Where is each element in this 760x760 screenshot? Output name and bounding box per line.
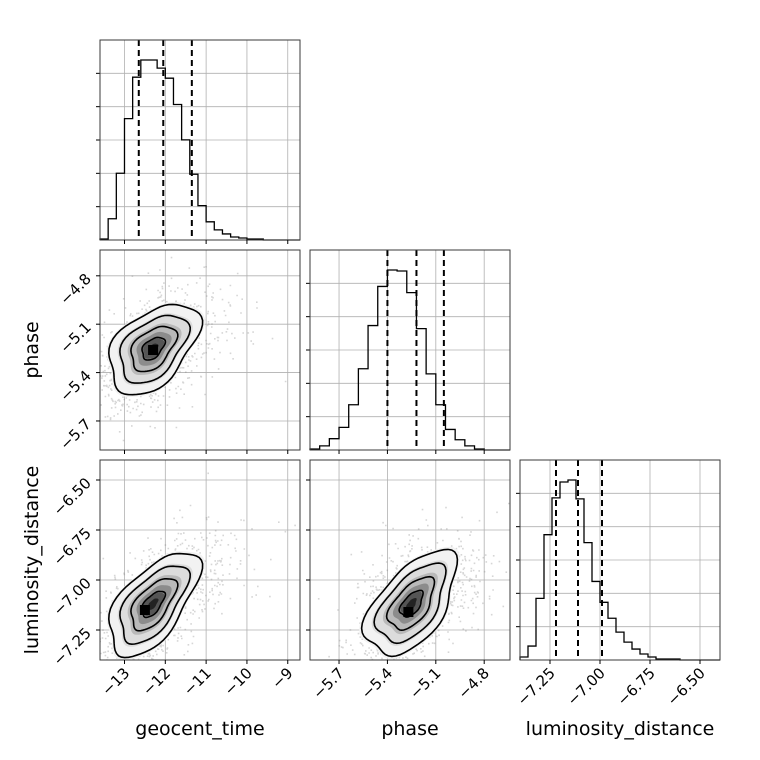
panel-frame (309, 459, 511, 661)
scatter-density (100, 256, 287, 442)
panel-frame (519, 459, 721, 661)
x-tick-label-phase: −5.4 (358, 664, 396, 702)
contour-line-0 (107, 303, 204, 396)
x-tick-label-geocent_time: −13 (98, 664, 133, 699)
density-level-5 (148, 598, 159, 610)
y-tick-label-phase: −5.1 (56, 318, 94, 356)
contour-line-0 (107, 552, 204, 659)
panel-1-0 (99, 249, 301, 451)
y-tick-label-luminosity_distance: −6.50 (50, 474, 95, 519)
x-tick-label-phase: −5.1 (406, 664, 444, 702)
histogram-step-phase (309, 269, 510, 451)
y-axis-title-phase: phase (21, 321, 43, 378)
x-tick-label-geocent_time: −9 (268, 664, 296, 692)
contour-line-3 (141, 590, 167, 619)
contour-line-2 (385, 575, 436, 632)
scatter-density (317, 502, 510, 660)
x-tick-label-luminosity_distance: −7.00 (564, 664, 609, 709)
panel-frame (309, 249, 511, 451)
x-axis-title-luminosity_distance: luminosity_distance (526, 718, 715, 740)
x-tick-label-luminosity_distance: −6.50 (664, 664, 709, 709)
contour-line-3 (398, 589, 424, 618)
y-tick-label-phase: −4.8 (56, 270, 94, 308)
histogram-step-luminosity_distance (519, 479, 720, 661)
panel-frame (99, 249, 301, 451)
contour-line-2 (130, 325, 179, 373)
x-tick-label-geocent_time: −10 (221, 664, 256, 699)
panel-2-2 (516, 459, 721, 661)
contour-line-1 (119, 565, 192, 646)
density-peak-cell (403, 607, 414, 617)
contour-line-0 (360, 548, 459, 658)
x-tick-label-geocent_time: −11 (180, 664, 215, 699)
histogram-step-geocent_time (99, 59, 300, 241)
scatter-density (100, 472, 296, 660)
x-axis-title-geocent_time: geocent_time (135, 718, 264, 740)
panel-0-0 (96, 39, 301, 241)
density-peak-cell (139, 605, 150, 615)
y-tick-label-luminosity_distance: −7.25 (50, 624, 95, 669)
density-peak-cell (148, 345, 159, 355)
x-tick-label-luminosity_distance: −6.75 (614, 664, 659, 709)
x-axis-title-phase: phase (381, 718, 438, 740)
y-tick-label-phase: −5.7 (56, 415, 94, 453)
panel-2-0 (99, 459, 301, 661)
y-axis-title-luminosity_distance: luminosity_distance (21, 466, 43, 655)
contour-line-1 (373, 562, 447, 645)
panel-frame (99, 459, 301, 661)
contour-line-2 (130, 578, 179, 632)
y-tick-label-phase: −5.4 (56, 367, 94, 405)
x-tick-label-geocent_time: −12 (139, 664, 174, 699)
panel-2-1 (309, 459, 511, 661)
x-tick-label-phase: −5.7 (309, 664, 347, 702)
y-tick-label-luminosity_distance: −7.00 (50, 574, 95, 619)
y-tick-label-luminosity_distance: −6.75 (50, 524, 95, 569)
panel-frame (99, 39, 301, 241)
density-level-5 (406, 598, 417, 610)
x-tick-label-phase: −4.8 (455, 664, 493, 702)
panel-1-1 (306, 249, 511, 451)
contour-line-3 (141, 336, 167, 361)
scatter-points (100, 256, 287, 442)
x-tick-label-luminosity_distance: −7.25 (514, 664, 559, 709)
contour-line-1 (119, 314, 192, 384)
